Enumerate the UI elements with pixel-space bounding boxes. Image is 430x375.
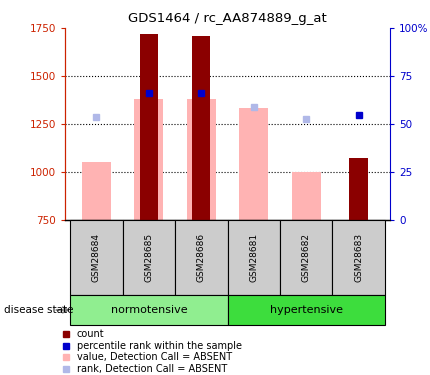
Text: GSM28682: GSM28682 [301, 233, 310, 282]
Bar [187, 99, 216, 220]
Text: GSM28686: GSM28686 [197, 233, 206, 282]
Text: value, Detection Call = ABSENT: value, Detection Call = ABSENT [77, 352, 232, 362]
Text: GSM28685: GSM28685 [144, 233, 154, 282]
Bar [70, 295, 227, 325]
Bar [280, 220, 332, 295]
Bar [135, 99, 163, 220]
Bar [123, 220, 175, 295]
Bar [82, 162, 111, 220]
Text: GSM28683: GSM28683 [354, 233, 363, 282]
Bar [350, 158, 368, 220]
Text: disease state: disease state [4, 305, 74, 315]
Text: hypertensive: hypertensive [270, 305, 343, 315]
Bar [175, 220, 227, 295]
Text: normotensive: normotensive [111, 305, 187, 315]
Text: count: count [77, 329, 104, 339]
Text: GSM28681: GSM28681 [249, 233, 258, 282]
Bar [332, 220, 385, 295]
Bar [70, 220, 123, 295]
Text: percentile rank within the sample: percentile rank within the sample [77, 340, 242, 351]
Bar [239, 108, 268, 220]
Bar [227, 220, 280, 295]
Text: rank, Detection Call = ABSENT: rank, Detection Call = ABSENT [77, 364, 227, 374]
Bar [227, 295, 385, 325]
Title: GDS1464 / rc_AA874889_g_at: GDS1464 / rc_AA874889_g_at [128, 12, 327, 26]
Bar [192, 36, 210, 220]
Bar [140, 34, 158, 220]
Bar [292, 172, 320, 220]
Text: GSM28684: GSM28684 [92, 233, 101, 282]
